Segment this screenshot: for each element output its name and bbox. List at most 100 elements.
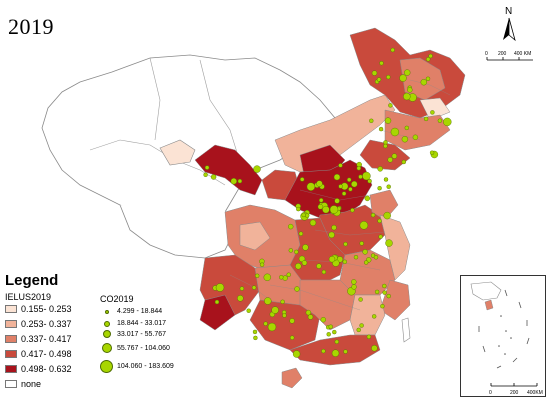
inset-scale-0: 0 [489,390,492,396]
co2-point [294,249,299,255]
co2-point [331,224,337,231]
co2-point [377,166,383,172]
legend-label: 0.155- 0.253 [21,304,72,314]
legend-swatch [5,365,17,373]
co2-point [401,159,406,165]
co2-point [332,329,337,335]
co2-point [412,134,419,141]
co2-point [377,185,382,191]
co2-point [286,272,291,277]
co2-point [316,180,323,187]
co2-point [252,329,258,335]
co2-point [334,198,340,204]
co2-point [403,92,411,101]
legend-swatch [5,305,17,313]
co2-point [214,299,220,305]
co2-point [369,118,374,124]
co2-point [351,180,358,188]
legend-swatch [5,335,17,343]
co2-point [358,297,363,302]
co2-point [341,191,347,196]
legend-label: 18.844 - 33.017 [117,320,167,327]
co2-point [280,299,285,304]
co2-point [333,173,341,181]
co2-point [378,126,384,132]
co2-point [374,289,380,295]
co2-point [383,143,388,149]
co2-point [210,174,217,180]
co2-point [356,165,361,171]
fill-legend-item: 0.155- 0.253 [5,304,72,314]
co2-point [377,218,382,224]
co2-point [338,184,343,189]
co2-point [364,260,369,265]
co2-point [390,127,400,137]
co2-point [367,178,372,184]
co2-point [401,135,409,143]
map-title: 2019 [8,14,54,39]
co2-point [338,163,343,168]
fill-legend-item: none [5,379,41,389]
co2-point [376,77,382,82]
co2-point [251,285,257,290]
co2-point [423,116,429,122]
co2-point [309,219,317,227]
co2-point [350,207,355,213]
co2-point [263,273,271,281]
co2-point [359,323,364,328]
co2-point [429,150,435,155]
co2-point [407,87,413,93]
inset-scale-200: 200 [510,390,519,396]
co2-point [259,262,265,267]
co2-point [437,118,443,123]
co2-point [296,206,301,212]
co2-point [328,256,336,263]
legend-dot [102,330,111,338]
dot-legend-item: 33.017 - 55.767 [102,330,166,338]
co2-point [215,283,225,292]
co2-point [386,74,391,80]
legend-label: 0.498- 0.632 [21,364,72,374]
co2-point [391,153,398,159]
co2-point [320,317,326,323]
co2-point [288,248,293,253]
co2-point [271,306,279,314]
co2-point [343,349,348,354]
co2-point [305,309,312,316]
inset-scale-400: 400KM [527,390,543,396]
legend-label: 0.417- 0.498 [21,349,72,359]
co2-point [317,204,324,210]
co2-point [371,345,378,352]
co2-point [443,117,452,127]
co2-point [428,53,433,59]
co2-point [328,324,333,329]
co2-point [288,223,294,230]
co2-point [353,255,359,260]
co2-point [307,314,314,320]
co2-point [362,249,368,255]
co2-point [343,241,348,247]
co2-point [347,177,352,183]
co2-point [358,174,363,180]
north-letter: N [505,6,512,17]
co2-point [383,211,391,220]
legend-swatch [5,380,17,388]
co2-point [329,205,339,214]
co2-point [239,286,245,291]
co2-point [373,255,379,260]
co2-point [380,304,385,309]
south-china-sea-inset: 0 200 400KM [460,275,546,397]
dot-legend-item: 104.060 - 183.609 [100,360,174,373]
legend-dot [104,309,109,314]
co2-point [246,308,251,313]
co2-point [430,110,435,115]
co2-point [301,260,308,266]
scale-label-400: 400 KM [514,51,531,57]
co2-point [382,290,387,295]
co2-point [326,332,331,337]
co2-point [290,335,295,340]
co2-point [420,78,427,86]
co2-point [331,349,340,357]
fill-legend-item: 0.253- 0.337 [5,319,72,329]
